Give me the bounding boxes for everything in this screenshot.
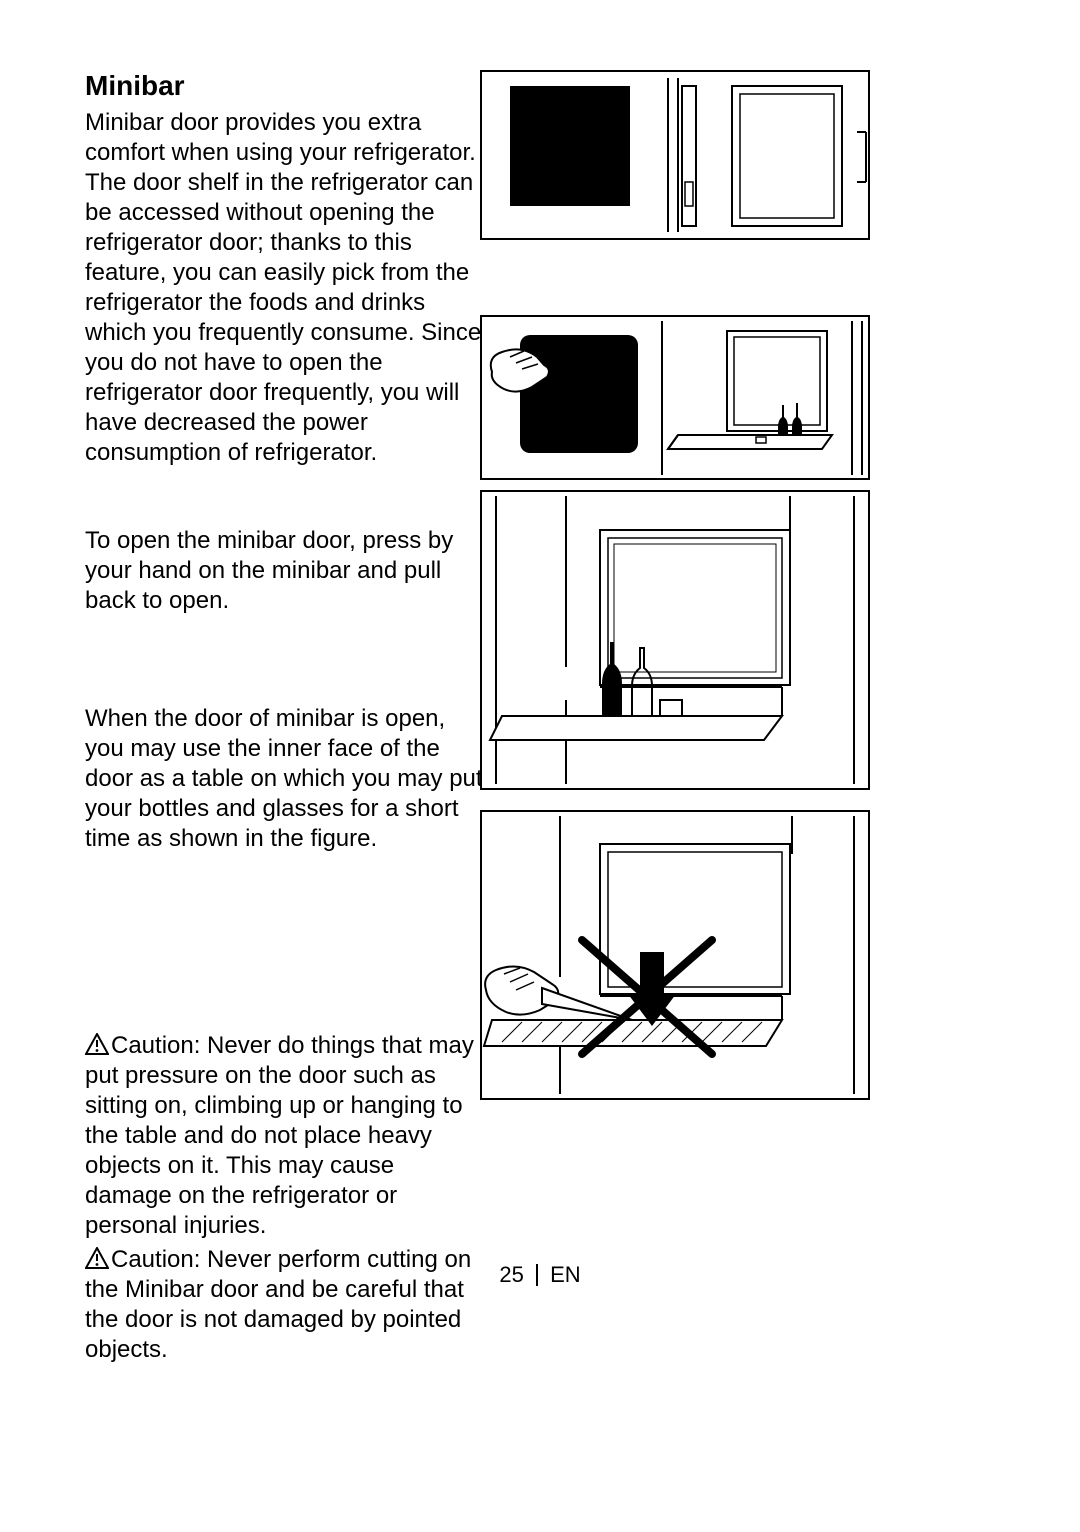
paragraph-open: To open the minibar door, press by your … [85,526,485,616]
figure-press-to-open [480,315,870,480]
figure-do-not-cut [480,810,870,1100]
text-column: Minibar Minibar door provides you extra … [85,70,485,1365]
figure-table-use [480,490,870,790]
diagram-table-use [482,492,868,788]
paragraph-table-use: When the door of minibar is open, you ma… [85,704,485,854]
figure-closed-minibar [480,70,870,240]
caution-1: Caution: Never do things that may put pr… [85,1029,485,1241]
page-lang: EN [550,1262,581,1287]
diagram-closed-minibar [482,72,868,238]
caution-block: Caution: Never do things that may put pr… [85,1029,485,1365]
paragraph-intro: Minibar door provides you extra comfort … [85,108,485,468]
page-number: 25 [499,1262,523,1287]
diagram-do-not-cut [482,812,868,1098]
warning-icon [85,1033,109,1055]
caution-1-text: Caution: Never do things that may put pr… [85,1032,474,1239]
footer-separator [536,1264,538,1286]
section-heading: Minibar [85,70,485,102]
glass-icon [660,700,682,716]
bottle-icon [602,642,652,716]
diagram-press-open [482,317,868,478]
page-footer: 25 EN [0,1262,1080,1288]
